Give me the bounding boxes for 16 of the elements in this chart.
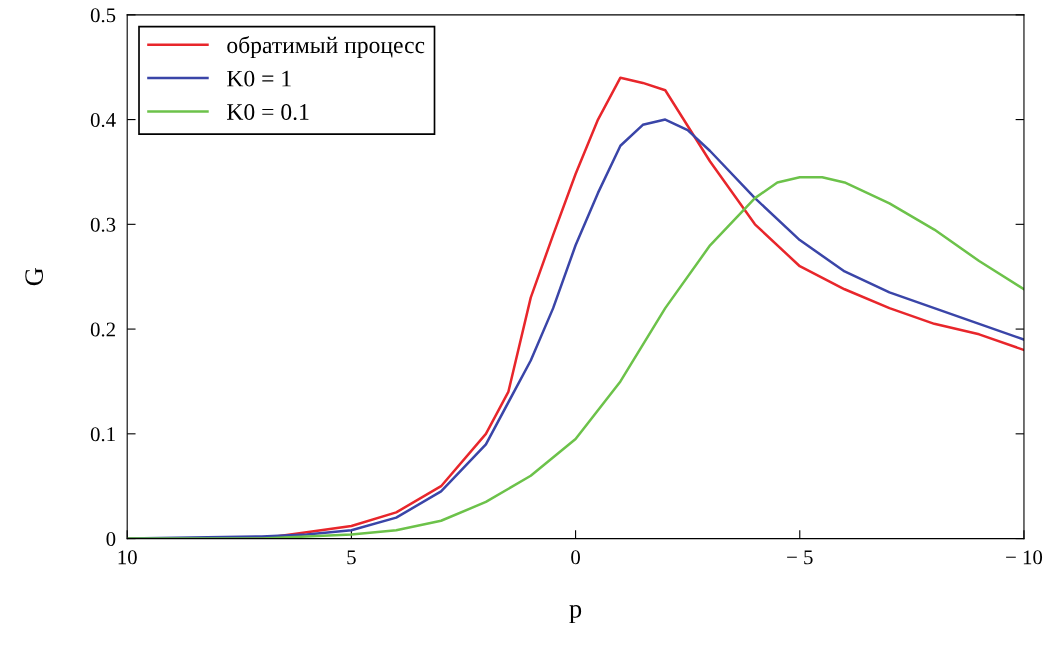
legend-label: обратимый процесс: [227, 36, 425, 59]
legend-label: K0 = 0.1: [227, 104, 309, 121]
x-axis-title: p: [569, 605, 582, 624]
x-tick-label: − 10: [1006, 550, 1043, 565]
y-tick-label: 0.4: [90, 112, 116, 128]
x-tick-label: 0: [571, 550, 580, 565]
y-tick-label: 0.1: [90, 427, 115, 442]
legend-label: K0 = 1: [227, 70, 291, 87]
y-tick-label: 0: [106, 531, 116, 547]
y-tick-label: 0.5: [90, 8, 116, 23]
x-tick-label: 10: [118, 550, 137, 565]
y-tick-label: 0.2: [90, 322, 115, 337]
x-tick-label: 5: [347, 550, 356, 565]
y-tick-label: 0.3: [90, 217, 116, 232]
y-axis-title: G: [25, 268, 44, 286]
x-tick-label: − 5: [787, 550, 813, 565]
